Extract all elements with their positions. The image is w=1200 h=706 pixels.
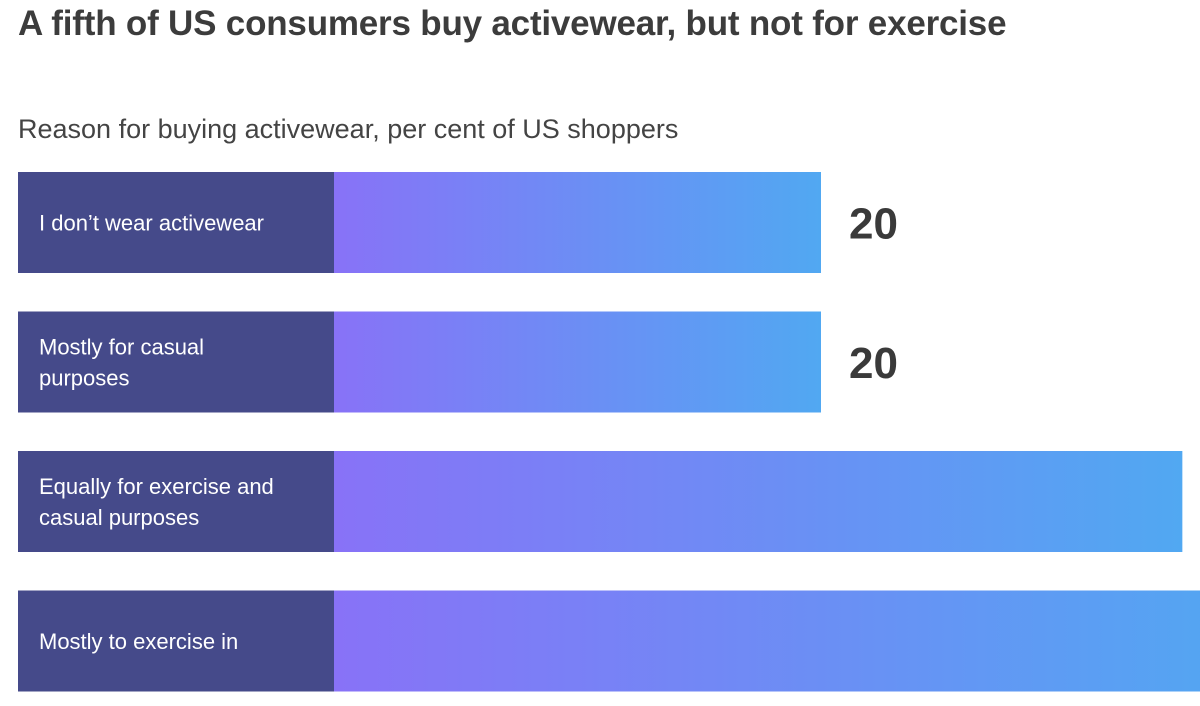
value-label: 20	[849, 339, 898, 388]
category-label-box	[18, 590, 334, 692]
category-label: I don’t wear activewear	[39, 211, 264, 236]
bar	[334, 451, 1183, 552]
category-label-line: Mostly to exercise in	[39, 629, 238, 654]
bar	[334, 172, 821, 273]
bar-row: Mostly for casual purposes 20	[18, 311, 898, 413]
chart-title: A fifth of US consumers buy activewear, …	[18, 4, 1007, 43]
bar	[334, 590, 1200, 692]
bar-row: Mostly to exercise in31	[18, 590, 1200, 692]
category-label: Mostly to exercise in	[39, 629, 238, 654]
bar-row: I don’t wear activewear 20	[18, 172, 898, 273]
category-label: Mostly for casual purposes	[39, 335, 204, 391]
category-label-line: Mostly for casual	[39, 335, 204, 360]
category-label: Equally for exercise and casual purposes	[39, 474, 274, 530]
value-label: 20	[849, 200, 898, 249]
category-label-box	[18, 451, 334, 552]
category-label-line: casual purposes	[39, 505, 199, 530]
category-label-box	[18, 311, 334, 413]
category-label-box	[18, 172, 334, 273]
chart-subtitle: Reason for buying activewear, per cent o…	[18, 114, 679, 144]
category-label-line: Equally for exercise and	[39, 474, 274, 499]
category-label-line: I don’t wear activewear	[39, 211, 264, 236]
category-label-line: purposes	[39, 366, 130, 391]
bar	[334, 311, 821, 413]
